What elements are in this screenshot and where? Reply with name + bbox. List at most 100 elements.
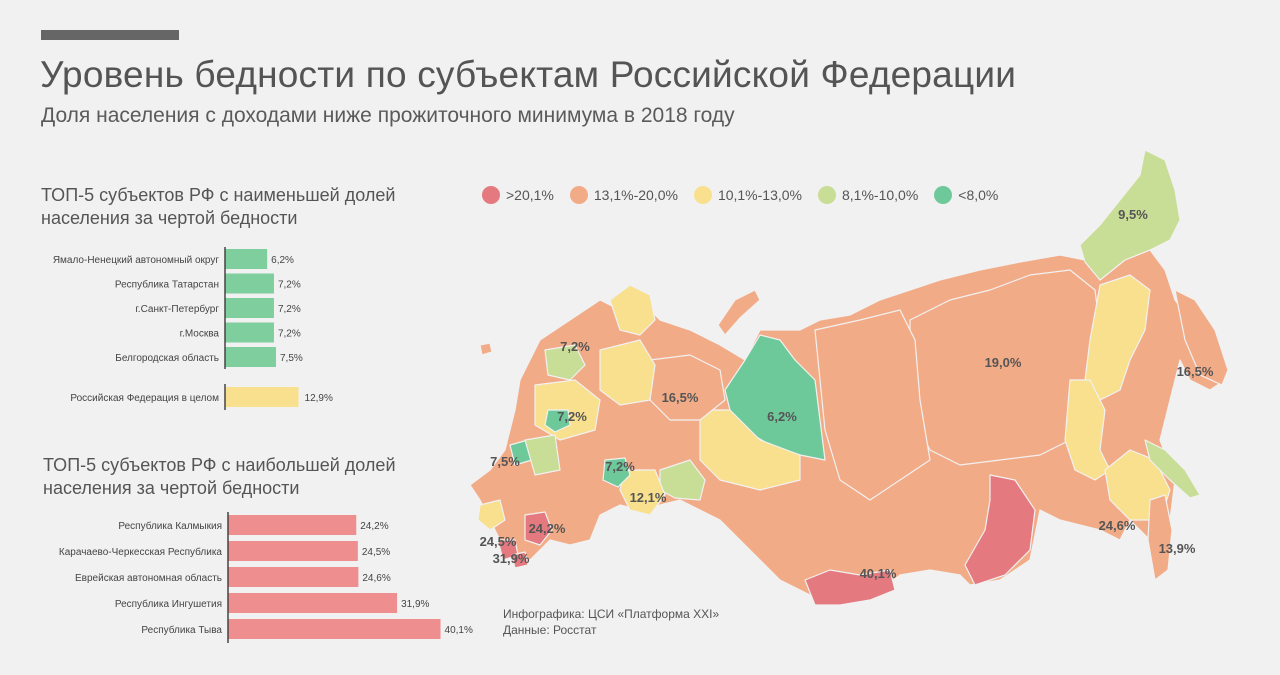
bar-charts: Ямало-Ненецкий автономный округ 6,2% Респу… — [53, 247, 473, 643]
lowest-value-label: 7,2% — [278, 304, 301, 315]
lowest-value-label: 6,2% — [271, 255, 294, 266]
credits-infographic: Инфографика: ЦСИ «Платформа XXI» — [503, 607, 720, 621]
legend-item: 13,1%-20,0% — [569, 186, 678, 204]
highest-poverty-heading: ТОП-5 субъектов РФ с наибольшей долей на… — [43, 454, 443, 500]
map-value-label: 24,5% — [480, 534, 517, 549]
legend-label: 10,1%-13,0% — [717, 187, 802, 203]
legend-item: >20,1% — [482, 186, 554, 204]
highest-category-label: Республика Ингушетия — [115, 598, 222, 610]
lowest-poverty-heading: ТОП-5 субъектов РФ с наименьшей долей на… — [41, 184, 441, 230]
map-region-moscow — [544, 409, 571, 433]
highest-category-label: Еврейская автономная область — [75, 572, 222, 584]
legend-item: <8,0% — [934, 186, 998, 204]
highest-category-label: Карачаево-Черкесская Республика — [59, 546, 223, 558]
page-subtitle: Доля населения с доходами ниже прожиточн… — [41, 104, 735, 127]
legend-label: >20,1% — [506, 187, 554, 203]
legend-label: 8,1%-10,0% — [842, 187, 919, 203]
highest-value-label: 31,9% — [401, 599, 429, 610]
highest-bar — [228, 567, 359, 587]
lowest-value-label: 7,5% — [280, 353, 303, 364]
legend-swatch — [693, 186, 712, 204]
highest-value-label: 40,1% — [445, 625, 473, 636]
map-region-ingushetia — [511, 551, 529, 569]
lowest-heading-line-1: ТОП-5 субъектов РФ с наименьшей долей — [41, 185, 396, 205]
credits: Инфографика: ЦСИ «Платформа XXI» Данные:… — [503, 606, 719, 638]
legend-swatch — [569, 186, 588, 204]
lowest-category-label: Белгородская область — [115, 352, 219, 364]
map-region-arkhangelsk — [599, 339, 656, 406]
lowest-category-label: Республика Татарстан — [115, 279, 219, 291]
map-region-wrangel — [1144, 439, 1201, 499]
map-value-label: 24,2% — [529, 521, 566, 536]
title-accent-bar — [41, 30, 179, 40]
lowest-category-label: Ямало-Ненецкий автономный округ — [53, 255, 220, 266]
map-region-komi — [649, 354, 726, 421]
map-region-chukotka — [1079, 149, 1181, 281]
map-region-tatarstan — [602, 457, 631, 488]
map-value-label: 31,9% — [493, 551, 530, 566]
map-value-label: 12,1% — [630, 490, 667, 505]
reference-category-label: Российская Федерация в целом — [70, 393, 219, 404]
reference-value-label: 12,9% — [305, 393, 333, 404]
map-value-label: 7,5% — [490, 454, 520, 469]
lowest-value-label: 7,2% — [278, 280, 301, 291]
page-title: Уровень бедности по субъектам Российской… — [40, 54, 1017, 95]
legend-swatch — [934, 186, 953, 204]
highest-bar — [228, 593, 398, 613]
map-value-label: 16,5% — [1177, 364, 1214, 379]
highest-category-label: Республика Калмыкия — [118, 520, 222, 532]
map-region-kalmykia — [524, 511, 553, 546]
lowest-bar — [225, 249, 268, 269]
lowest-category-label: г.Москва — [180, 329, 220, 340]
highest-category-label: Республика Тыва — [141, 624, 222, 636]
map-value-label: 7,2% — [560, 339, 590, 354]
map-region-central-green — [524, 434, 561, 476]
lowest-value-label: 7,2% — [278, 329, 301, 340]
map-region-krasnoyarsk — [814, 309, 931, 501]
map-region-tyva — [804, 569, 896, 606]
map-value-label: 40,1% — [860, 566, 897, 581]
map-region-murmansk — [609, 284, 656, 336]
map-regions — [469, 149, 1229, 606]
highest-heading-line-1: ТОП-5 субъектов РФ с наибольшей долей — [43, 455, 396, 475]
lowest-bar — [225, 273, 274, 294]
map-region-sakhalin — [1147, 494, 1173, 581]
map-value-label: 9,5% — [1118, 207, 1148, 222]
map-value-label: 13,9% — [1159, 541, 1196, 556]
legend-label: <8,0% — [958, 187, 999, 203]
highest-value-label: 24,2% — [360, 521, 388, 532]
map-value-label: 6,2% — [767, 409, 797, 424]
map-region-jewish-ao — [964, 474, 1036, 586]
map-value-label: 7,2% — [605, 459, 635, 474]
legend-swatch — [482, 186, 500, 204]
map-region-novaya-zemlya — [717, 289, 761, 336]
lowest-category-label: г.Санкт-Петербург — [135, 303, 219, 315]
lowest-heading-line-2: населения за чертой бедности — [41, 208, 298, 228]
credits-data-source: Данные: Росстат — [503, 623, 597, 637]
map-region-khanty — [699, 409, 801, 491]
highest-bar — [228, 541, 358, 561]
legend-item: 8,1%-10,0% — [818, 186, 918, 204]
map-value-label: 19,0% — [985, 355, 1022, 370]
lowest-bar — [225, 298, 274, 318]
lowest-bar — [225, 347, 276, 367]
highest-value-label: 24,5% — [362, 547, 390, 558]
legend-label: 13,1%-20,0% — [593, 187, 678, 203]
map-region-magadan — [1084, 274, 1151, 401]
map-value-label: 7,2% — [557, 409, 587, 424]
highest-value-label: 24,6% — [362, 573, 390, 584]
map-region-leningrad — [544, 344, 586, 381]
map-value-label: 24,6% — [1099, 518, 1136, 533]
legend-swatch — [818, 186, 836, 204]
highest-heading-line-2: населения за чертой бедности — [43, 478, 300, 498]
map-value-label: 16,5% — [662, 390, 699, 405]
map-region-kaliningrad — [479, 342, 493, 356]
highest-bar — [228, 619, 441, 639]
map-region-kamchatka — [1174, 289, 1229, 386]
map-region-crimea — [477, 499, 506, 531]
lowest-bar — [225, 322, 274, 343]
map-region-sverdlovsk — [619, 469, 666, 516]
legend-item: 10,1%-13,0% — [693, 186, 802, 204]
